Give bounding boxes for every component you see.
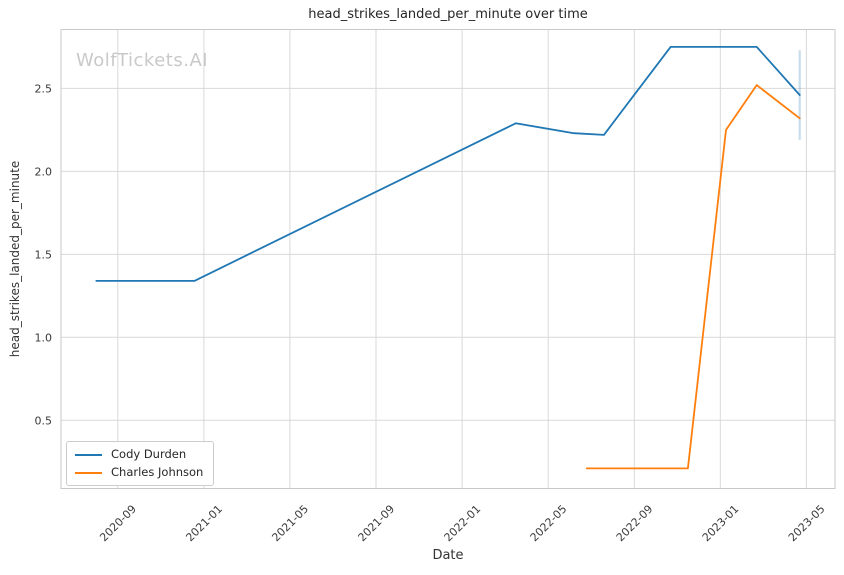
y-axis-label: head_strikes_landed_per_minute [8, 160, 22, 358]
legend-line-swatch-blue [75, 453, 102, 456]
chart-title: head_strikes_landed_per_minute over time [308, 7, 588, 22]
y-tick-label: 1.0 [35, 331, 53, 344]
watermark: WolfTickets.AI [76, 50, 209, 71]
x-tick-label: 2023-05 [786, 503, 828, 545]
y-tick-label: 2.0 [35, 165, 53, 178]
legend: Cody Durden Charles Johnson [66, 441, 215, 486]
x-tick-label: 2021-01 [183, 503, 225, 545]
legend-label: Charles Johnson [111, 465, 204, 479]
x-axis-label: Date [432, 548, 464, 563]
x-tick-label: 2021-09 [356, 503, 398, 545]
x-tick-label: 2023-01 [700, 503, 742, 545]
x-tick-label: 2022-09 [614, 503, 656, 545]
legend-item-cody-durden: Cody Durden [75, 448, 203, 461]
x-tick-label: 2020-09 [97, 503, 139, 545]
series-line-cody-durden [95, 46, 801, 282]
x-tick-label: 2022-05 [528, 503, 570, 545]
series-line-charles-johnson [585, 84, 801, 470]
legend-item-charles-johnson: Charles Johnson [75, 466, 203, 479]
y-tick-label: 0.5 [35, 414, 53, 427]
y-tick-label: 1.5 [35, 248, 53, 261]
y-tick-label: 2.5 [35, 82, 53, 95]
plot-border [60, 29, 836, 489]
legend-line-swatch-orange [75, 471, 102, 474]
x-tick-label: 2021-05 [269, 503, 311, 545]
legend-label: Cody Durden [111, 447, 187, 461]
x-tick-label: 2022-01 [442, 503, 484, 545]
